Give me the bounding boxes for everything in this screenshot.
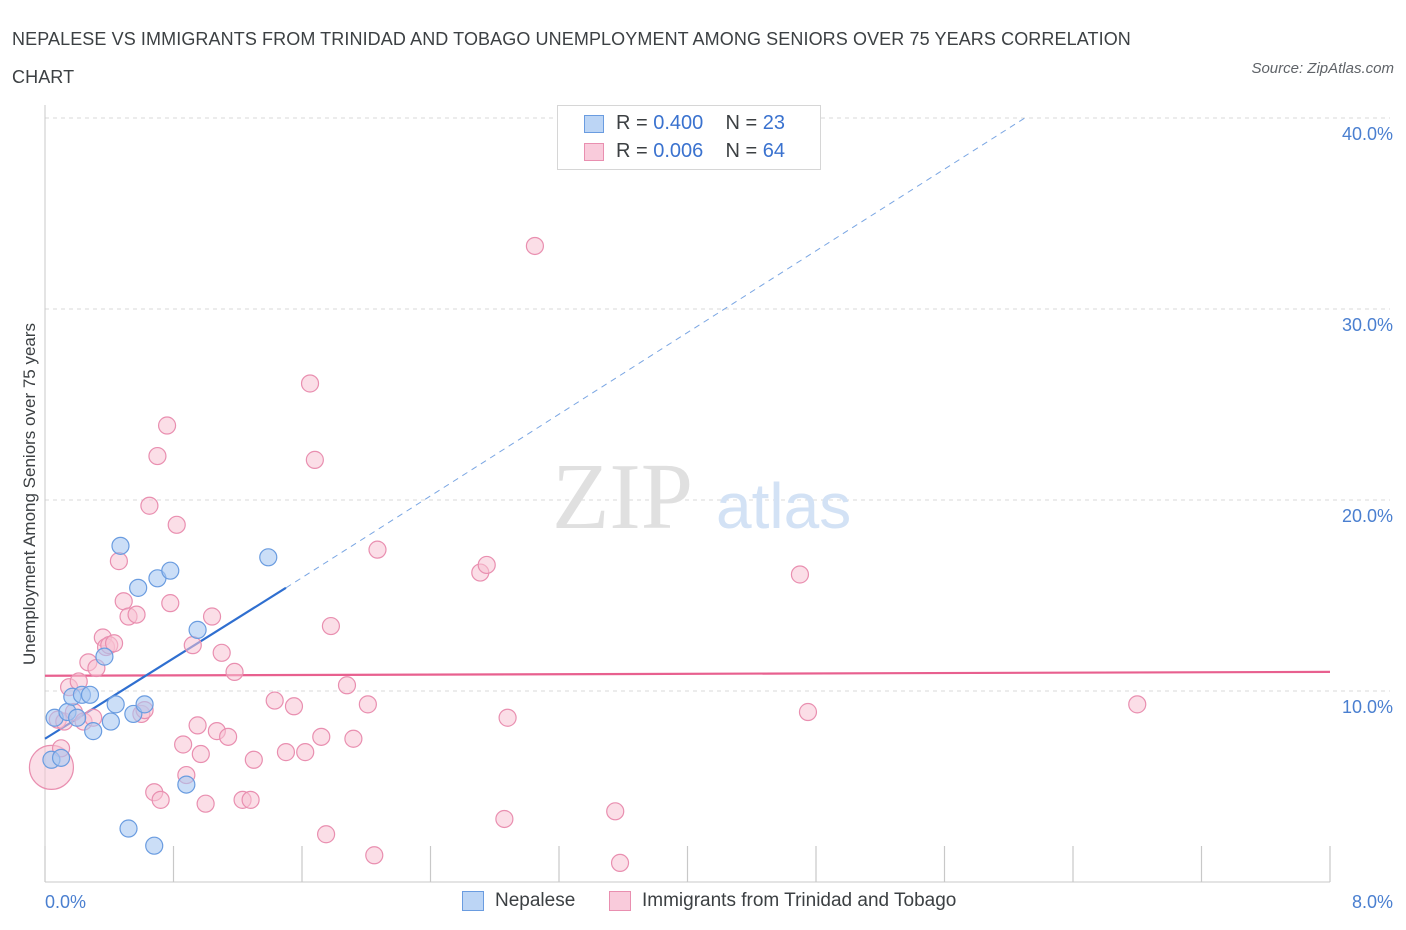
trinidad-trend-line [44,670,1331,677]
trinidad-point [344,729,363,748]
trinidad-point [244,750,263,769]
nepalese-point [129,578,148,597]
nepalese-point [188,620,207,639]
trinidad-point [358,695,377,714]
trinidad-point [212,643,231,662]
trinidad-point [321,616,341,636]
trinidad-legend-label: Immigrants from Trinidad and Tobago [642,890,957,911]
nepalese-points [42,536,278,855]
nepalese-point [51,748,71,767]
trinidad-point [188,716,207,735]
trinidad-point [305,450,324,469]
nepalese-point [101,712,120,731]
trinidad-point [157,416,177,435]
legend-n-label: N = [725,112,763,134]
chart-title: NEPALESE VS IMMIGRANTS FROM TRINIDAD AND… [12,29,1131,87]
trinidad-point [161,594,180,613]
watermark: ZIP atlas [552,445,851,549]
stats-legend: R = 0.400 N = 23 R = 0.006 N = 64 [557,105,821,170]
nepalese-point [106,695,125,714]
trinidad-point [498,708,517,727]
nepalese-legend-label: Nepalese [495,890,576,911]
trinidad-point [202,607,222,626]
source-credit: Source: ZipAtlas.com [1251,60,1394,77]
trinidad-point [284,697,304,716]
trinidad-point [241,790,260,809]
trinidad-point [365,846,384,865]
nepalese-point [84,722,103,741]
nepalese-trend-extension [285,117,1026,589]
trinidad-point [127,605,146,624]
trinidad-point [167,515,186,534]
nepalese-point [145,836,164,855]
trend-lines [44,117,1331,740]
trinidad-point [477,555,496,575]
trinidad-point [337,676,357,695]
trinidad-point [109,552,128,571]
nepalese-point [95,647,114,666]
nepalese-point [68,708,87,727]
nepalese-legend-swatch [462,891,484,911]
trinidad-point [495,809,514,829]
trinidad-r-value: 0.006 [653,140,704,162]
nepalese-point [111,536,130,555]
watermark-zip: ZIP [552,445,693,549]
y-axis-label: Unemployment Among Seniors over 75 years [20,323,39,665]
watermark-atlas: atlas [716,470,851,542]
nepalese-swatch [584,115,604,133]
y-tick-label: 40.0% [1342,124,1393,144]
trinidad-point [265,691,284,710]
legend-r-label: R = [616,140,654,162]
nepalese-point [161,561,180,580]
trinidad-point [151,790,170,809]
trinidad-swatch [584,143,604,161]
nepalese-point [135,695,154,714]
trinidad-point [300,374,320,393]
trinidad-point [1128,695,1147,714]
tick-labels: 10.0% 20.0% 30.0% 40.0% 0.0% 8.0% [45,124,1393,912]
trinidad-n-value: 64 [762,140,786,162]
trinidad-point [225,662,244,682]
trinidad-point [174,735,193,754]
trinidad-legend-swatch [609,891,631,911]
nepalese-point [119,819,138,838]
trinidad-point [316,825,336,844]
x-tick-label: 0.0% [45,892,86,912]
trinidad-point [296,743,315,762]
trinidad-point [525,236,545,256]
nepalese-r-value: 0.400 [653,112,704,134]
x-tick-label: 8.0% [1352,892,1393,912]
trinidad-point [276,743,296,762]
nepalese-point [259,548,278,567]
trinidad-point [790,565,810,584]
trinidad-point [140,496,159,515]
nepalese-n-value: 23 [762,112,786,134]
trinidad-points [28,236,1147,873]
nepalese-point [177,775,196,794]
y-tick-label: 20.0% [1342,506,1393,526]
y-tick-label: 30.0% [1342,315,1393,335]
trinidad-point [368,540,387,559]
legend-r-label: R = [616,112,654,134]
trinidad-point [196,794,215,813]
trinidad-point [104,634,124,653]
trinidad-point [798,702,818,722]
trinidad-point [312,727,331,746]
trinidad-point [148,446,167,466]
trinidad-point [219,727,238,746]
trinidad-point [191,744,210,764]
trinidad-point [606,802,625,821]
trinidad-point [183,636,202,655]
trinidad-point [114,592,133,611]
grid-lines [45,117,1390,692]
trinidad-point [610,853,630,873]
legend-n-label: N = [725,140,763,162]
nepalese-point [80,685,100,704]
y-tick-label: 10.0% [1342,697,1393,717]
